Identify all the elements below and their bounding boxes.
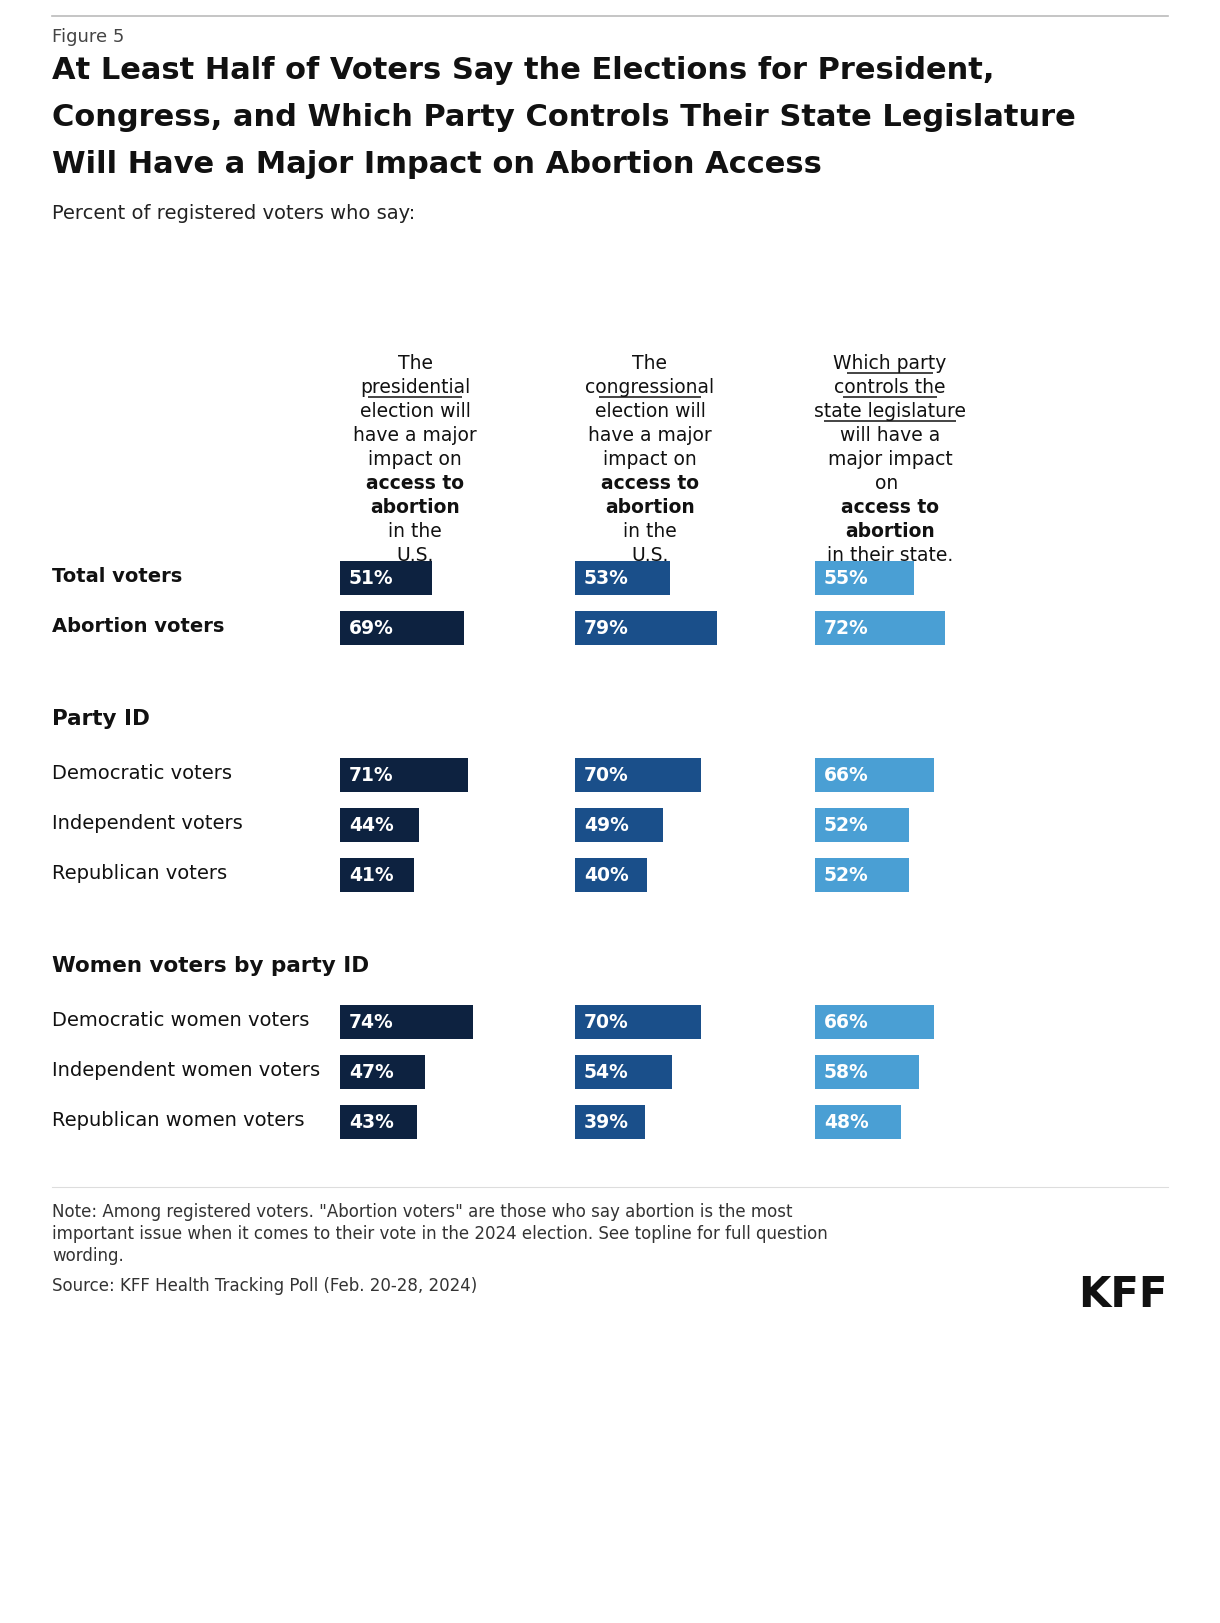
Text: 66%: 66% bbox=[824, 1013, 869, 1032]
Text: 51%: 51% bbox=[349, 570, 394, 588]
Text: At Least Half of Voters Say the Elections for President,: At Least Half of Voters Say the Election… bbox=[52, 55, 994, 84]
Text: access to: access to bbox=[366, 474, 464, 493]
Bar bbox=[340, 1055, 425, 1089]
Bar bbox=[815, 1055, 920, 1089]
Text: 72%: 72% bbox=[824, 618, 869, 638]
Text: presidential: presidential bbox=[360, 378, 470, 396]
Text: important issue when it comes to their vote in the 2024 election. See topline fo: important issue when it comes to their v… bbox=[52, 1224, 827, 1242]
Text: U.S.: U.S. bbox=[396, 545, 433, 565]
Bar bbox=[575, 808, 664, 842]
Text: Abortion voters: Abortion voters bbox=[52, 617, 224, 636]
Text: major impact: major impact bbox=[827, 450, 953, 469]
Text: 70%: 70% bbox=[584, 766, 628, 786]
Text: congressional: congressional bbox=[586, 378, 715, 396]
Text: 52%: 52% bbox=[824, 867, 869, 885]
Bar bbox=[575, 562, 671, 596]
Bar bbox=[340, 758, 467, 792]
Text: in the: in the bbox=[388, 521, 442, 540]
Text: Party ID: Party ID bbox=[52, 709, 150, 729]
Text: abortion: abortion bbox=[370, 498, 460, 516]
Text: have a major: have a major bbox=[353, 425, 477, 445]
Text: 39%: 39% bbox=[584, 1113, 630, 1131]
Text: 66%: 66% bbox=[824, 766, 869, 786]
Bar bbox=[575, 612, 717, 646]
Text: Republican voters: Republican voters bbox=[52, 863, 227, 883]
Text: controls the: controls the bbox=[834, 378, 946, 396]
Text: Source: KFF Health Tracking Poll (Feb. 20-28, 2024): Source: KFF Health Tracking Poll (Feb. 2… bbox=[52, 1276, 477, 1294]
Bar bbox=[815, 1005, 933, 1039]
Text: 48%: 48% bbox=[824, 1113, 869, 1131]
Bar bbox=[815, 1105, 902, 1139]
Text: election will: election will bbox=[360, 403, 471, 420]
Text: 53%: 53% bbox=[584, 570, 628, 588]
Bar bbox=[340, 612, 464, 646]
Text: Independent voters: Independent voters bbox=[52, 815, 243, 833]
Text: Democratic voters: Democratic voters bbox=[52, 764, 232, 782]
Text: Note: Among registered voters. "Abortion voters" are those who say abortion is t: Note: Among registered voters. "Abortion… bbox=[52, 1203, 793, 1220]
Text: Which party: Which party bbox=[833, 354, 947, 373]
Text: 71%: 71% bbox=[349, 766, 394, 786]
Text: Will Have a Major Impact on Abortion Access: Will Have a Major Impact on Abortion Acc… bbox=[52, 149, 822, 179]
Text: 54%: 54% bbox=[584, 1063, 628, 1083]
Text: 52%: 52% bbox=[824, 816, 869, 834]
Text: 44%: 44% bbox=[349, 816, 394, 834]
Text: wording.: wording. bbox=[52, 1246, 123, 1264]
Text: Congress, and Which Party Controls Their State Legislature: Congress, and Which Party Controls Their… bbox=[52, 102, 1076, 131]
Bar bbox=[815, 808, 909, 842]
Text: will have a: will have a bbox=[839, 425, 941, 445]
Text: impact on: impact on bbox=[603, 450, 697, 469]
Bar bbox=[340, 562, 432, 596]
Bar bbox=[815, 758, 933, 792]
Bar bbox=[340, 1105, 417, 1139]
Text: 43%: 43% bbox=[349, 1113, 394, 1131]
Text: Percent of registered voters who say:: Percent of registered voters who say: bbox=[52, 204, 415, 222]
Bar bbox=[815, 612, 944, 646]
Text: abortion: abortion bbox=[605, 498, 695, 516]
Bar bbox=[575, 1005, 702, 1039]
Bar bbox=[575, 758, 702, 792]
Bar bbox=[340, 1005, 473, 1039]
Text: Democratic women voters: Democratic women voters bbox=[52, 1011, 310, 1031]
Text: 70%: 70% bbox=[584, 1013, 628, 1032]
Text: Figure 5: Figure 5 bbox=[52, 28, 124, 45]
Text: The: The bbox=[398, 354, 433, 373]
Bar bbox=[575, 859, 647, 893]
Bar bbox=[815, 859, 909, 893]
Text: have a major: have a major bbox=[588, 425, 712, 445]
Text: 55%: 55% bbox=[824, 570, 869, 588]
Text: 74%: 74% bbox=[349, 1013, 394, 1032]
Text: Women voters by party ID: Women voters by party ID bbox=[52, 956, 370, 975]
Text: Total voters: Total voters bbox=[52, 566, 182, 586]
Text: election will: election will bbox=[594, 403, 705, 420]
Text: 49%: 49% bbox=[584, 816, 628, 834]
Text: in the: in the bbox=[623, 521, 677, 540]
Text: 79%: 79% bbox=[584, 618, 628, 638]
Text: Republican women voters: Republican women voters bbox=[52, 1110, 305, 1130]
Text: impact on: impact on bbox=[368, 450, 462, 469]
Text: 41%: 41% bbox=[349, 867, 394, 885]
Text: state legislature: state legislature bbox=[814, 403, 966, 420]
Text: 69%: 69% bbox=[349, 618, 394, 638]
Text: The: The bbox=[632, 354, 667, 373]
Text: abortion: abortion bbox=[845, 521, 935, 540]
Text: 40%: 40% bbox=[584, 867, 628, 885]
Bar bbox=[575, 1105, 645, 1139]
Text: access to: access to bbox=[601, 474, 699, 493]
Text: access to: access to bbox=[841, 498, 939, 516]
Text: Independent women voters: Independent women voters bbox=[52, 1061, 320, 1079]
Bar bbox=[575, 1055, 672, 1089]
Text: KFF: KFF bbox=[1078, 1272, 1168, 1315]
Bar bbox=[340, 808, 420, 842]
Text: on: on bbox=[876, 474, 904, 493]
Text: 47%: 47% bbox=[349, 1063, 394, 1083]
Bar bbox=[815, 562, 914, 596]
Text: U.S.: U.S. bbox=[631, 545, 669, 565]
Text: 58%: 58% bbox=[824, 1063, 869, 1083]
Bar bbox=[340, 859, 414, 893]
Text: in their state.: in their state. bbox=[827, 545, 953, 565]
